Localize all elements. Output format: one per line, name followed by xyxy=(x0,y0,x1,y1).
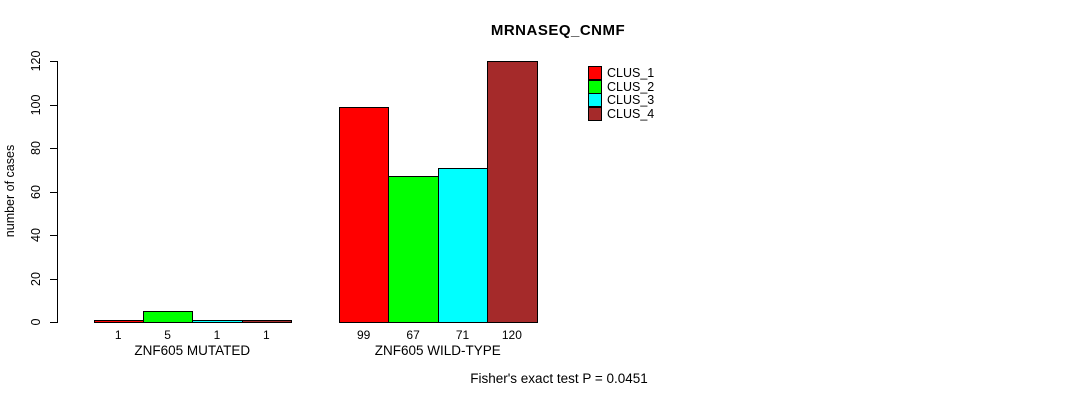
legend-item: CLUS_2 xyxy=(588,79,655,94)
y-tick xyxy=(50,235,57,236)
bar-value-label: 67 xyxy=(406,328,420,342)
bar-clus_1-group2 xyxy=(339,107,390,323)
y-axis-label: number of cases xyxy=(3,144,17,238)
legend-swatch-clus_4 xyxy=(588,107,602,122)
bar-value-label: 120 xyxy=(501,328,522,342)
y-tick-label: 60 xyxy=(29,185,43,199)
y-tick xyxy=(50,322,57,323)
legend-label: CLUS_4 xyxy=(607,107,655,122)
y-axis-line xyxy=(57,61,58,323)
y-tick xyxy=(50,105,57,106)
legend-item: CLUS_4 xyxy=(588,107,655,122)
bar-value-label: 99 xyxy=(357,328,371,342)
bar-clus_3-group2 xyxy=(437,168,489,323)
bar-clus_3-group1 xyxy=(192,320,243,323)
y-tick-label: 80 xyxy=(29,141,43,155)
bar-clus_2-group2 xyxy=(388,176,439,323)
bar-value-label: 1 xyxy=(263,328,270,342)
y-tick xyxy=(50,192,57,193)
bar-value-label: 1 xyxy=(213,328,221,342)
legend-label: CLUS_3 xyxy=(607,93,655,108)
y-tick-label: 120 xyxy=(29,50,43,72)
legend-swatch-clus_3 xyxy=(588,93,602,108)
legend-swatch-clus_1 xyxy=(588,66,602,80)
bar-clus_2-group1 xyxy=(142,311,194,323)
bar-value-label: 71 xyxy=(455,328,470,342)
legend-item: CLUS_1 xyxy=(588,66,654,80)
x-category-label: ZNF605 MUTATED xyxy=(134,343,251,358)
bar-clus_1-group1 xyxy=(93,320,144,323)
bar-value-label: 5 xyxy=(164,328,171,342)
chart-title: MRNASEQ_CNMF xyxy=(490,22,626,39)
annotation-fishers-test: Fisher's exact test P = 0.0451 xyxy=(470,371,648,386)
x-category-label: ZNF605 WILD-TYPE xyxy=(374,343,501,358)
legend-swatch-clus_2 xyxy=(588,79,602,94)
bar-clus_4-group2 xyxy=(487,61,538,323)
y-tick xyxy=(50,61,57,62)
legend-item: CLUS_3 xyxy=(588,93,655,108)
y-tick-label: 100 xyxy=(29,94,43,116)
legend-label: CLUS_1 xyxy=(607,66,655,80)
y-tick xyxy=(50,279,57,280)
y-tick-label: 0 xyxy=(29,318,43,326)
y-tick xyxy=(50,148,57,149)
y-tick-label: 20 xyxy=(29,272,43,286)
legend-label: CLUS_2 xyxy=(607,79,655,94)
bar-clus_4-group1 xyxy=(241,320,293,323)
bar-value-label: 1 xyxy=(114,328,122,342)
y-tick-label: 40 xyxy=(29,228,43,242)
